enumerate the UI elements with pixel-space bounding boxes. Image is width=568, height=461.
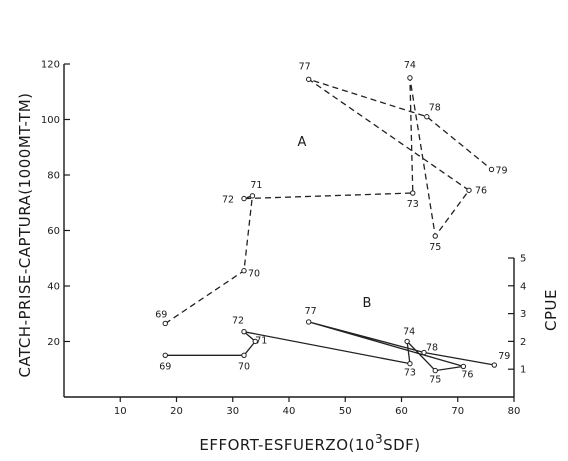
series-b-point-71 [252,338,258,345]
series-b-year-label: 74 [403,326,415,337]
series-a-year-label: 76 [475,185,487,196]
y-tick-label: 80 [47,171,60,182]
y-tick-label: 40 [47,282,60,293]
series-b-point-78 [421,349,427,356]
series-a-year-label: 74 [404,60,416,71]
series-a-point-77 [305,76,312,82]
series-a-point-74 [407,75,413,81]
series-b-point-73 [407,360,413,367]
series-a-year-label: 79 [495,165,507,176]
series-a-point-75 [432,233,438,239]
x-axis-title-tail: SDF) [383,436,421,454]
y2-axis-title: CPUE [542,289,560,331]
axes-group [63,63,515,402]
series-a-point-79 [488,166,495,173]
series-a-label: A [298,135,307,150]
x-axis-title: EFFORT-ESFUERZO(103SDF) [199,432,420,454]
x-tick-label: 50 [339,406,352,417]
series-a-year-label: 73 [407,199,419,210]
series-b-point-75 [432,367,438,374]
y2-tick-label: 5 [520,254,526,265]
series-a-year-label: 71 [250,180,262,191]
series-b-label: B [363,296,372,311]
series-a-point-73 [410,190,416,196]
x-tick-label: 80 [508,406,521,417]
x-tick-label: 10 [114,406,127,417]
y-axis-title: CATCH-PRISE-CAPTURA(1000MT-TM) [16,92,34,377]
series-b-year-label: 69 [159,361,171,372]
series-a-line [164,77,492,325]
y2-tick-label: 2 [520,337,526,348]
series-b-year-label: 71 [255,335,267,346]
series-a-point-78 [424,114,430,120]
series-a-point-76 [466,187,472,193]
series-a-year-label: 78 [429,103,441,114]
x-tick-label: 60 [395,406,408,417]
series-b-year-label: 76 [461,369,473,380]
series-b-year-label: 78 [426,343,438,354]
series-b-year-label: 77 [305,306,317,317]
series-b-year-label: 79 [498,351,510,362]
series-b-point-72 [241,328,247,335]
y-tick-label: 100 [41,115,60,126]
series-b-point-74 [404,338,410,345]
x-tick-label: 20 [170,406,183,417]
series-b-line [165,321,495,372]
x-tick-label: 30 [226,406,239,417]
x-axis-title-main: EFFORT-ESFUERZO(10 [199,436,375,454]
y2-tick-label: 4 [520,281,526,292]
marks-group [162,75,498,374]
x-tick-label: 40 [283,406,296,417]
series-a-year-label: 70 [248,269,260,280]
series-a-point-69 [162,320,168,327]
x-axis-title-sup: 3 [375,432,383,446]
series-a-point-71 [249,193,256,199]
series-b-point-70 [241,352,247,358]
series-a-year-label: 69 [155,309,167,320]
series-b-year-label: 73 [404,368,416,379]
series-a-year-label: 77 [299,61,311,72]
x-tick-label: 70 [451,406,464,417]
y-tick-label: 60 [47,226,60,237]
series-a-point-70 [241,268,247,274]
series-b-year-label: 75 [429,375,441,386]
labels-group: 20 40 60 80 100 120 10 20 30 40 50 60 70 80 1 2 3 4 5 69 70 7… [41,60,526,418]
y-tick-label: 120 [41,60,60,71]
series-b-year-label: 70 [238,361,250,372]
series-b-point-69 [162,352,168,358]
series-a-year-label: 75 [429,242,441,253]
series-b-year-label: 72 [232,316,244,327]
series-b-point-79 [491,362,498,368]
y2-tick-label: 1 [520,365,526,376]
y-tick-label: 20 [47,337,60,348]
series-b-point-76 [460,363,467,370]
y2-tick-label: 3 [520,309,526,320]
series-a-point-72 [241,195,247,202]
series-b-point-77 [305,319,312,325]
series-a-year-label: 72 [222,195,234,206]
